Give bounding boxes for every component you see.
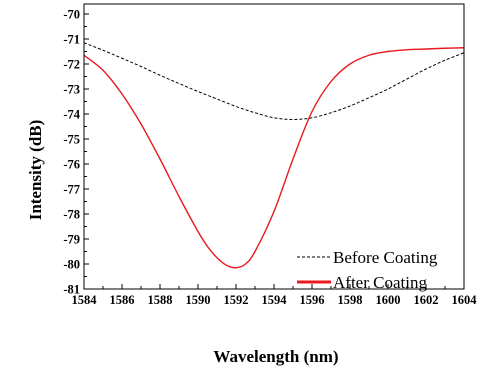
y-tick-label: -70 xyxy=(63,8,80,22)
y-tick-label: -71 xyxy=(63,33,80,47)
y-tick-label: -73 xyxy=(63,83,80,97)
x-tick-label: 1596 xyxy=(300,293,325,307)
x-tick-label: 1588 xyxy=(148,293,173,307)
legend-label-before: Before Coating xyxy=(333,248,438,267)
y-tick-label: -72 xyxy=(63,58,80,72)
plot-frame xyxy=(83,3,465,290)
y-tick-label: -74 xyxy=(63,108,80,122)
y-tick-label: -76 xyxy=(63,158,80,172)
x-tick-label: 1602 xyxy=(414,293,439,307)
x-tick-label: 1600 xyxy=(376,293,401,307)
series-line-after-coating xyxy=(83,47,465,269)
series-line-before-coating xyxy=(83,42,465,121)
y-tick-label: -77 xyxy=(63,183,80,197)
y-tick-label: -80 xyxy=(63,258,80,272)
y-tick-label: -79 xyxy=(63,233,80,247)
legend-label-after: After Coating xyxy=(333,273,427,292)
x-tick-label: 1592 xyxy=(224,293,249,307)
x-tick-label: 1584 xyxy=(72,293,98,307)
y-axis-title: Intensity (dB) xyxy=(26,120,45,221)
x-axis-title: Wavelength (nm) xyxy=(213,347,338,366)
x-tick-label: 1594 xyxy=(262,293,288,307)
x-tick-label: 1604 xyxy=(452,293,478,307)
x-tick-label: 1598 xyxy=(338,293,363,307)
x-tick-label: 1590 xyxy=(186,293,211,307)
y-tick-label: -75 xyxy=(63,133,80,147)
x-tick-label: 1586 xyxy=(110,293,135,307)
y-tick-label: -78 xyxy=(63,208,80,222)
y-tick-label: -81 xyxy=(63,283,80,297)
legend: Before Coating After Coating xyxy=(297,248,438,292)
